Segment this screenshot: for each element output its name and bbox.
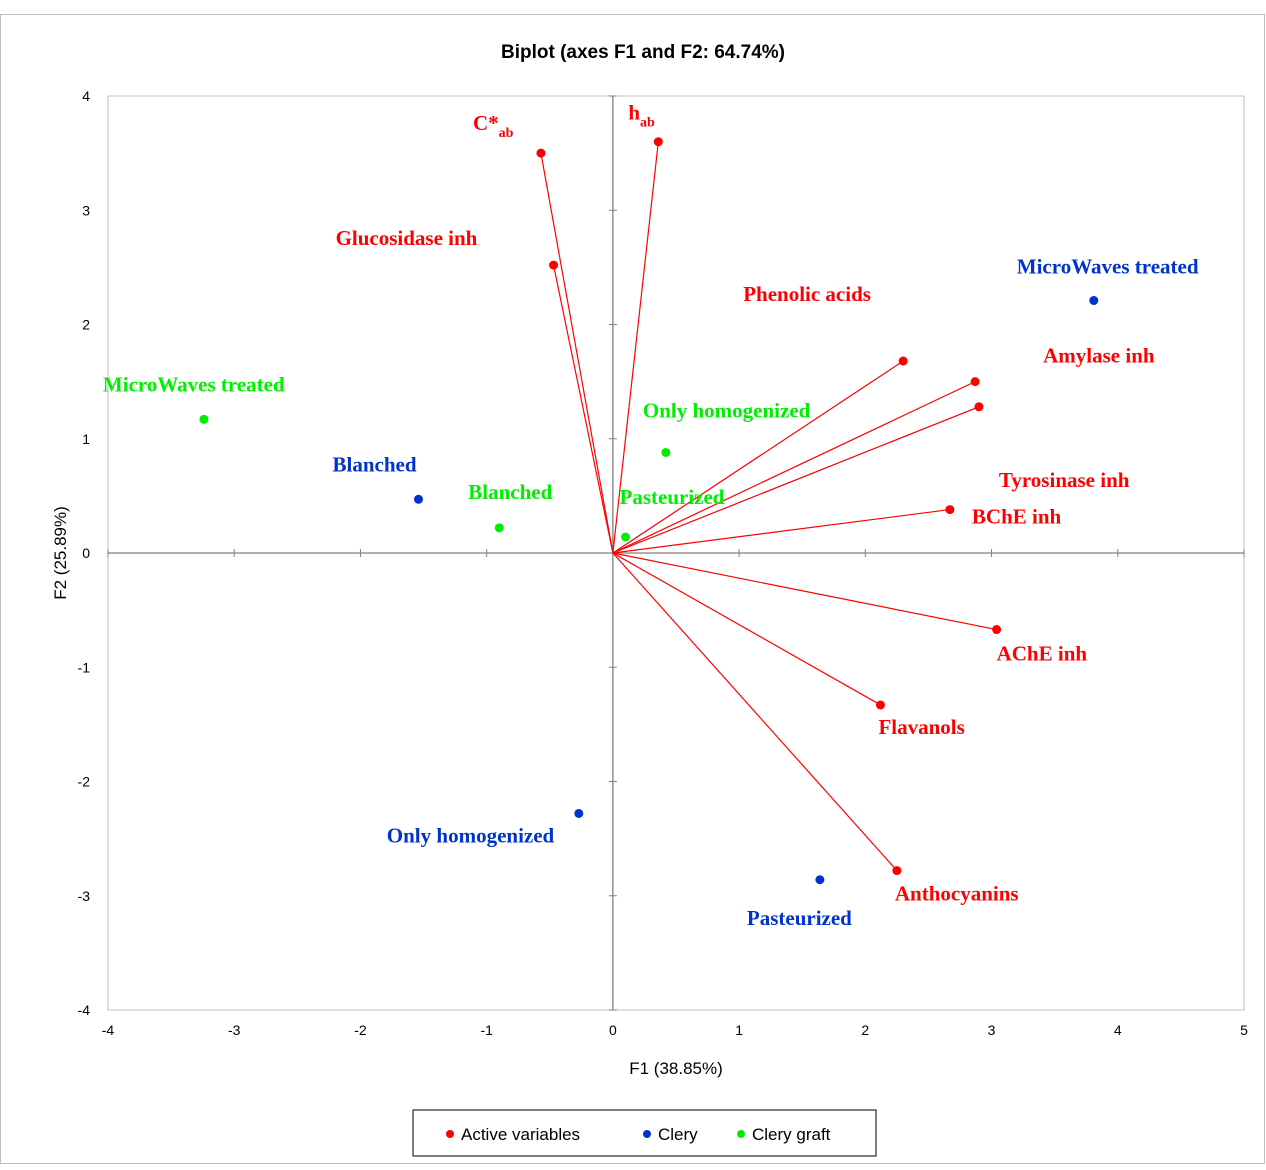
- vector-active-variables-tyrosinase-inh: [612, 406, 980, 554]
- point-active-variables-amylase-inh: [970, 377, 980, 387]
- vector-active-variables-bche-inh: [612, 508, 950, 554]
- vector-active-variables-hab: [612, 141, 659, 554]
- vector-active-variables-flavanols: [612, 552, 881, 706]
- point-active-variables-bche-inh: [945, 505, 955, 515]
- vector-active-variables-phenolic-acids: [612, 360, 904, 554]
- label-clery-pasteurized: Pasteurized: [747, 906, 852, 930]
- chart-title: Biplot (axes F1 and F2: 64.74%): [501, 42, 785, 63]
- legend-label-clery-graft: Clery graft: [752, 1125, 831, 1144]
- point-clery-blanched: [414, 494, 424, 504]
- x-tick-label: 4: [1114, 1022, 1122, 1038]
- vector-active-variables-anthocyanins: [612, 552, 898, 872]
- y-axis-title: F2 (25.89%): [51, 506, 70, 600]
- label-subscript: ab: [499, 126, 514, 141]
- x-tick-label: 3: [988, 1022, 996, 1038]
- legend: Active variables Clery Clery graft: [412, 1109, 877, 1157]
- x-tick-label: 2: [861, 1022, 869, 1038]
- point-clery-only-homogenized: [574, 808, 584, 818]
- point-clery-microwaves-treated: [1089, 296, 1099, 306]
- y-tick-label: 2: [82, 317, 90, 333]
- outer-border: [0, 14, 1265, 1164]
- point-clery-graft-only-homogenized: [661, 447, 671, 457]
- x-tick-label: 1: [735, 1022, 743, 1038]
- legend-label-active-variables: Active variables: [461, 1125, 580, 1144]
- label-active-variables-anthocyanins: Anthocyanins: [895, 882, 1019, 906]
- label-active-variables-glucosidase-inh: Glucosidase inh: [336, 226, 478, 250]
- point-active-variables-c-ab: [536, 148, 546, 158]
- label-clery-graft-blanched: Blanched: [468, 480, 552, 504]
- point-active-variables-flavanols: [875, 700, 885, 710]
- y-tick-label: 4: [82, 88, 90, 104]
- y-tick-label: 0: [82, 545, 90, 561]
- x-tick-label: -3: [228, 1022, 241, 1038]
- x-tick-label: 5: [1240, 1022, 1248, 1038]
- x-tick-label: -1: [480, 1022, 493, 1038]
- vector-active-variables-c-ab: [540, 153, 614, 554]
- point-clery-pasteurized: [815, 875, 825, 885]
- point-active-variables-glucosidase-inh: [549, 260, 559, 270]
- point-active-variables-ache-inh: [992, 625, 1002, 635]
- label-active-variables-ache-inh: AChE inh: [997, 642, 1088, 666]
- y-tick-label: 3: [82, 202, 90, 218]
- vector-active-variables-amylase-inh: [612, 381, 976, 554]
- legend-marker-clery-graft: [737, 1130, 745, 1138]
- point-active-variables-phenolic-acids: [898, 356, 908, 366]
- label-clery-blanched: Blanched: [333, 452, 417, 476]
- vector-active-variables-ache-inh: [612, 552, 997, 631]
- x-tick-label: -4: [102, 1022, 115, 1038]
- label-clery-only-homogenized: Only homogenized: [387, 823, 555, 847]
- y-tick-label: -2: [78, 774, 91, 790]
- legend-label-clery: Clery: [658, 1125, 698, 1144]
- y-tick-label: -3: [78, 888, 91, 904]
- point-active-variables-tyrosinase-inh: [974, 402, 984, 412]
- point-active-variables-anthocyanins: [892, 866, 902, 876]
- label-active-variables-bche-inh: BChE inh: [972, 505, 1062, 529]
- label-clery-graft-only-homogenized: Only homogenized: [643, 398, 811, 422]
- point-clery-graft-microwaves-treated: [199, 414, 209, 424]
- y-tick-label: 1: [82, 431, 90, 447]
- label-active-variables-phenolic-acids: Phenolic acids: [743, 282, 871, 306]
- label-clery-microwaves-treated: MicroWaves treated: [1017, 255, 1199, 279]
- y-tick-label: -4: [78, 1002, 91, 1018]
- vector-active-variables-glucosidase-inh: [552, 264, 614, 554]
- x-tick-label: 0: [609, 1022, 617, 1038]
- label-active-variables-tyrosinase-inh: Tyrosinase inh: [999, 468, 1130, 492]
- legend-marker-clery: [643, 1130, 651, 1138]
- legend-marker-active-variables: [446, 1130, 454, 1138]
- y-tick-label: -1: [78, 659, 91, 675]
- label-clery-graft-pasteurized: Pasteurized: [620, 485, 725, 509]
- x-axis-title: F1 (38.85%): [629, 1059, 723, 1078]
- label-active-variables-flavanols: Flavanols: [878, 715, 964, 739]
- point-clery-graft-pasteurized: [621, 532, 631, 542]
- x-tick-label: -2: [354, 1022, 367, 1038]
- label-clery-graft-microwaves-treated: MicroWaves treated: [103, 372, 285, 396]
- point-active-variables-hab: [653, 137, 663, 147]
- label-active-variables-amylase-inh: Amylase inh: [1043, 344, 1155, 368]
- label-subscript: ab: [640, 116, 655, 131]
- point-clery-graft-blanched: [494, 523, 504, 533]
